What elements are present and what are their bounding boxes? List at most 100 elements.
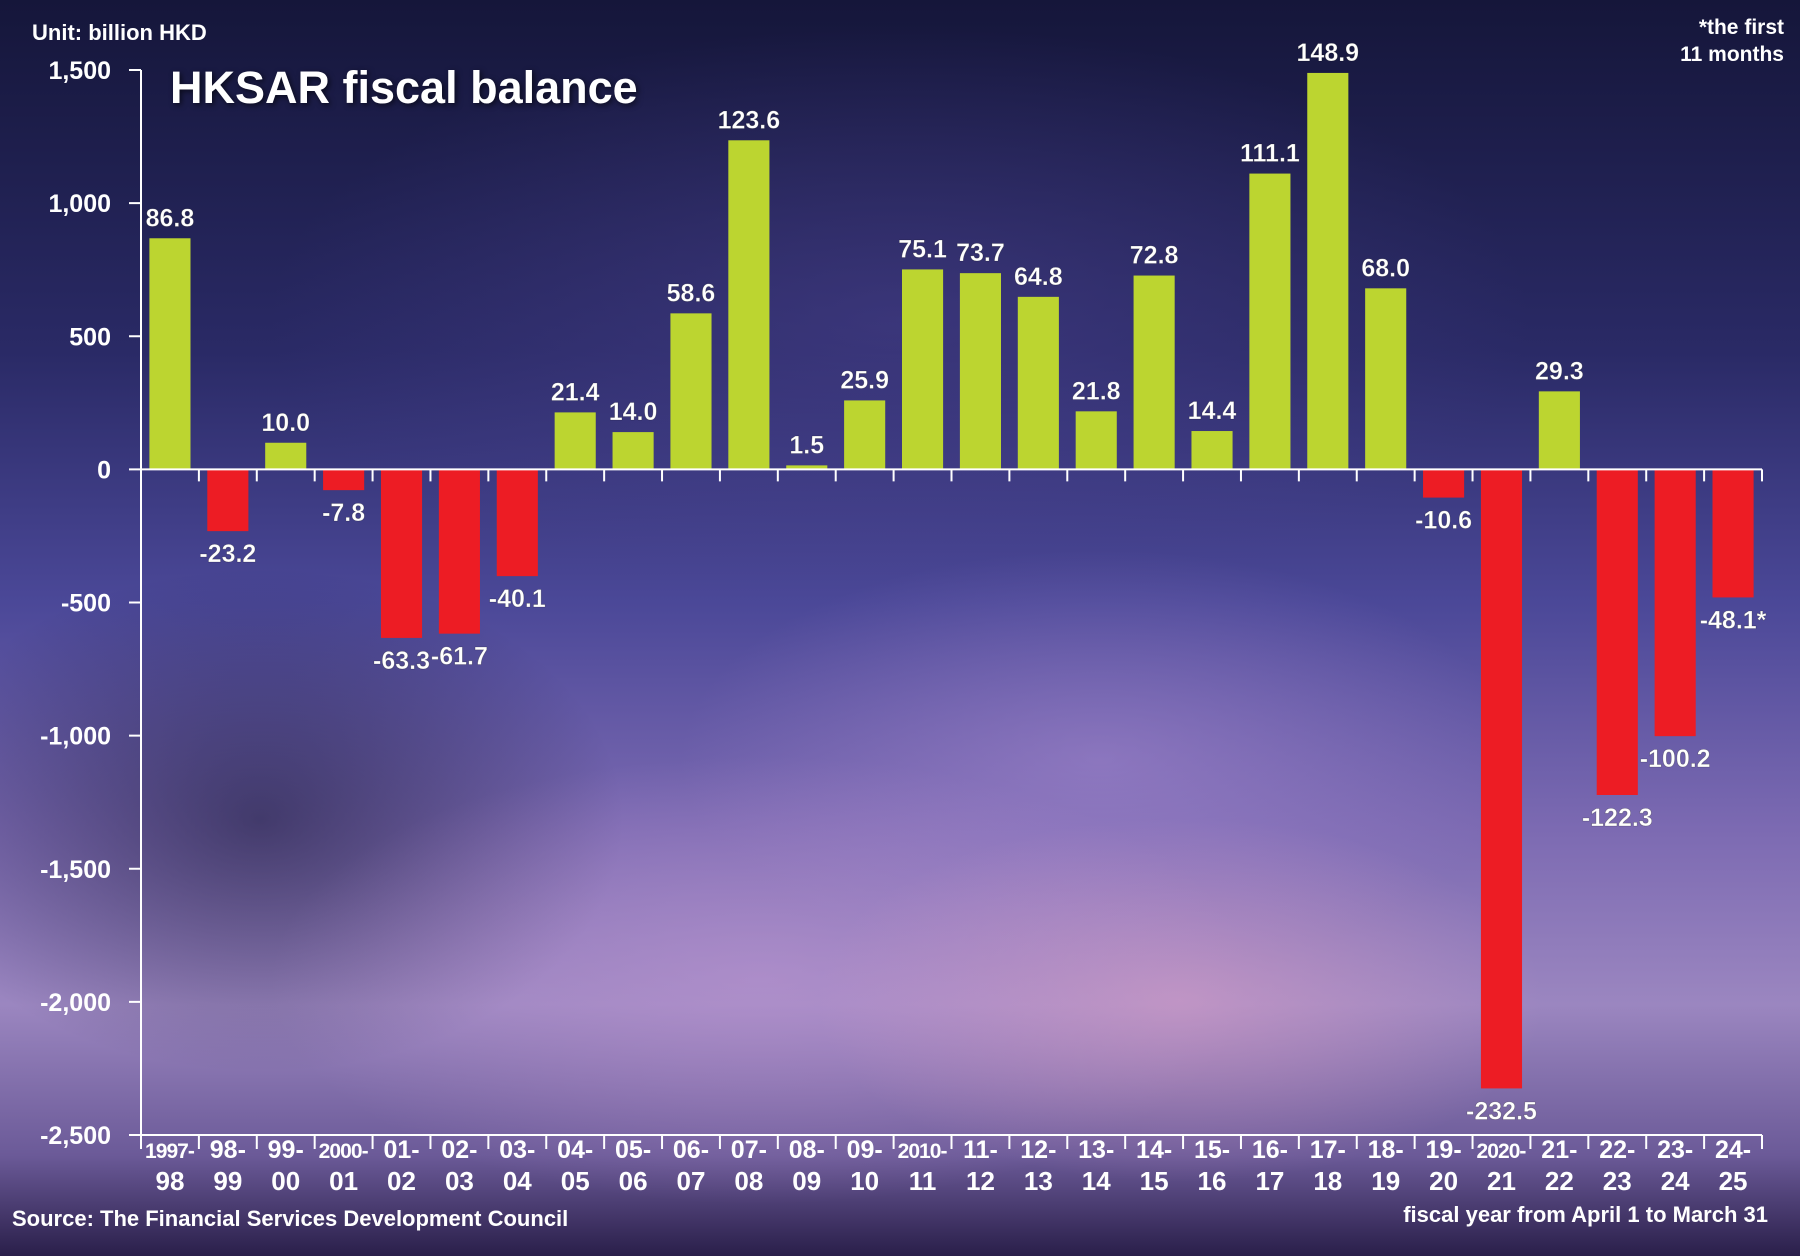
data-label: 58.6 <box>667 279 716 307</box>
bar <box>1654 469 1696 737</box>
data-label: -40.1 <box>489 585 546 613</box>
x-tick-label-bottom: 11 <box>909 1166 937 1196</box>
data-label: 86.8 <box>146 204 195 232</box>
x-tick-label-bottom: 18 <box>1313 1166 1342 1196</box>
footnote-line-2: 11 months <box>1680 43 1784 66</box>
bar <box>380 469 423 638</box>
y-axis: 1,500 1,000 500 0 -500 -1,000 -1,500 -2,000 -2,5… <box>40 57 142 1150</box>
data-label: 111.1 <box>1240 140 1300 168</box>
data-label: 10.0 <box>261 409 310 437</box>
bar <box>496 469 538 577</box>
data-label: -10.6 <box>1415 507 1472 535</box>
x-tick-label-bottom: 06 <box>619 1166 648 1196</box>
y-tick-label: -500 <box>61 590 111 618</box>
x-tick-label-top: 19- <box>1426 1136 1462 1164</box>
x-tick-label-bottom: 22 <box>1545 1166 1574 1196</box>
x-tick-label-top: 08- <box>789 1136 825 1164</box>
x-tick-label-top: 07- <box>731 1136 767 1164</box>
x-tick-label-top: 18- <box>1368 1136 1404 1164</box>
x-tick-label-bottom: 00 <box>271 1166 300 1196</box>
x-tick-label-bottom: 09 <box>792 1166 821 1196</box>
bar <box>1596 469 1638 795</box>
chart-title: HKSAR fiscal balance <box>170 62 638 113</box>
data-label: 148.9 <box>1297 39 1360 67</box>
x-tick-label-top: 04- <box>557 1136 593 1164</box>
source-note: Source: The Financial Services Developme… <box>12 1206 569 1231</box>
bar <box>1712 469 1754 598</box>
bars <box>149 72 1754 1089</box>
x-tick-label-bottom: 10 <box>850 1166 879 1196</box>
unit-label: Unit: billion HKD <box>32 20 207 45</box>
x-tick-label-bottom: 03 <box>445 1166 474 1196</box>
y-tick-label: 0 <box>97 456 111 484</box>
fiscal-year-note: fiscal year from April 1 to March 31 <box>1403 1202 1768 1227</box>
bar <box>438 469 480 634</box>
bar <box>1017 296 1059 470</box>
x-tick-label-bottom: 23 <box>1603 1166 1632 1196</box>
bar <box>1133 275 1175 470</box>
data-label: 14.4 <box>1188 397 1237 425</box>
x-tick-label-bottom: 15 <box>1140 1166 1169 1196</box>
data-label: 21.8 <box>1072 377 1121 405</box>
x-tick-label-top: 03- <box>499 1136 535 1164</box>
data-label: -61.7 <box>431 643 488 671</box>
data-labels: 86.8 -23.2 10.0 -7.8 -63.3 -61.7 -40.1 21.4 14.0… <box>145 39 1767 1126</box>
x-tick-label-bottom: 08 <box>734 1166 763 1196</box>
x-tick-label-top: 22- <box>1599 1136 1635 1164</box>
bar <box>1075 411 1117 470</box>
y-tick-label: 1,500 <box>48 57 111 85</box>
x-tick-label-top: 12- <box>1020 1136 1056 1164</box>
bar <box>959 273 1001 470</box>
x-tick-label-top: 2020- <box>1477 1140 1527 1163</box>
x-tick-label-top: 2010- <box>898 1140 948 1163</box>
data-label: 1.5 <box>789 431 824 459</box>
x-tick-label-top: 23- <box>1657 1136 1693 1164</box>
x-tick-label-bottom: 12 <box>966 1166 995 1196</box>
x-tick-label-top: 24- <box>1715 1136 1751 1164</box>
bar <box>1249 173 1291 470</box>
x-tick-label-bottom: 19 <box>1371 1166 1400 1196</box>
footnote-line-1: *the first <box>1698 16 1784 39</box>
data-label: 75.1 <box>898 235 947 263</box>
data-label: -63.3 <box>373 647 430 675</box>
data-label: -100.2 <box>1640 745 1711 773</box>
data-label: 25.9 <box>840 366 889 394</box>
data-label: 123.6 <box>718 106 781 134</box>
bar <box>1538 391 1580 470</box>
data-label: 73.7 <box>956 239 1005 267</box>
x-tick-label-bottom: 99 <box>213 1166 242 1196</box>
x-tick-label-bottom: 17 <box>1255 1166 1284 1196</box>
bar <box>844 400 886 470</box>
footnote: *the first 11 months <box>1584 14 1784 68</box>
data-label: 14.0 <box>609 398 658 426</box>
bar <box>728 140 770 470</box>
x-tick-label-top: 15- <box>1194 1136 1230 1164</box>
x-tick-label-bottom: 98 <box>155 1166 184 1196</box>
bar <box>1480 469 1523 1089</box>
bar <box>786 465 828 470</box>
x-tick-label-bottom: 24 <box>1661 1166 1690 1196</box>
bar <box>207 469 249 532</box>
x-tick-label-top: 1997- <box>145 1140 195 1163</box>
x-tick-label-top: 98- <box>210 1136 246 1164</box>
y-tick-label: -1,000 <box>40 723 111 751</box>
bar <box>1307 72 1349 470</box>
bar <box>1191 431 1233 470</box>
data-label: -122.3 <box>1582 804 1653 832</box>
bar <box>1365 288 1407 470</box>
x-tick-label-top: 99- <box>268 1136 304 1164</box>
bar <box>323 469 365 491</box>
x-tick-label-top: 11- <box>963 1136 998 1164</box>
y-tick-label: -1,500 <box>40 856 111 884</box>
x-tick-label-bottom: 07 <box>677 1166 706 1196</box>
bar <box>1423 469 1465 498</box>
x-tick-label-bottom: 04 <box>503 1166 532 1196</box>
y-tick-label: 500 <box>69 323 111 351</box>
x-tick-label-bottom: 16 <box>1198 1166 1227 1196</box>
x-tick-label-top: 17- <box>1310 1136 1346 1164</box>
x-tick-label-top: 2000- <box>319 1140 369 1163</box>
x-tick-label-top: 02- <box>441 1136 477 1164</box>
data-label: -48.1* <box>1700 606 1767 634</box>
bar <box>670 313 712 470</box>
